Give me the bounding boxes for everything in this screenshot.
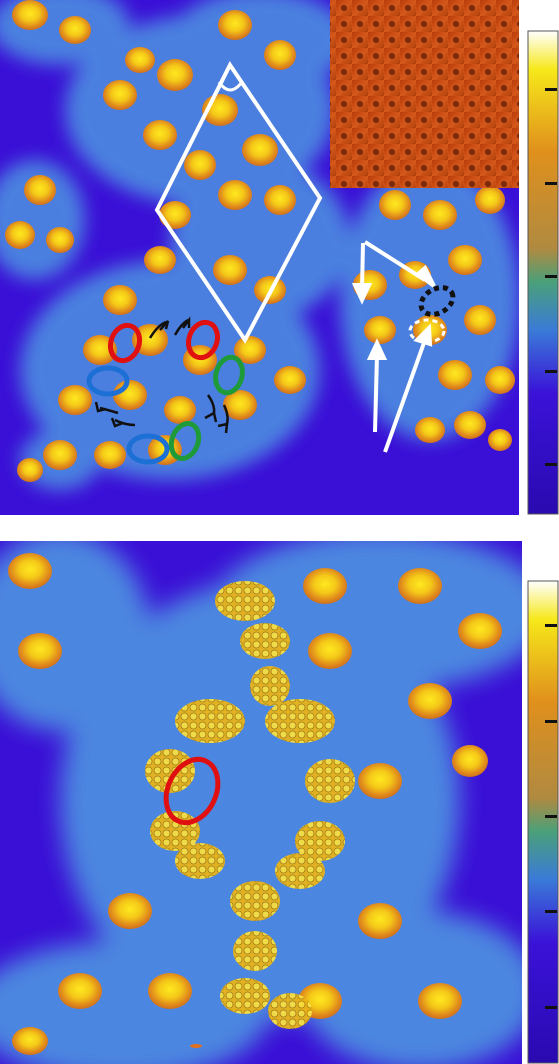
bottom-stm-panel xyxy=(0,541,522,1064)
molecular-model-overlay xyxy=(145,581,355,1029)
bottom-stm-image xyxy=(0,541,522,1064)
top-colorbar-graphic xyxy=(527,30,559,515)
inset-image xyxy=(330,0,519,188)
ring-ellipses xyxy=(86,319,245,465)
tiny-mark xyxy=(190,1044,202,1048)
top-stm-panel xyxy=(0,0,519,515)
colorbar-ticks xyxy=(545,624,557,1009)
blue-ellipse xyxy=(126,433,170,465)
dashed-black-ellipse xyxy=(418,285,456,317)
bottom-colorbar xyxy=(527,580,559,1064)
top-stm-image xyxy=(0,0,519,515)
blue-ellipse xyxy=(86,365,130,397)
green-ellipse xyxy=(168,421,202,461)
curved-arrows xyxy=(94,316,229,434)
molecular-lobes xyxy=(8,553,502,1055)
green-ellipse xyxy=(213,354,245,396)
lattice-rhombus xyxy=(154,61,323,344)
top-colorbar xyxy=(527,30,559,515)
colorbar-ticks xyxy=(545,88,557,466)
dashed-white-ellipse xyxy=(408,318,446,344)
red-ellipse xyxy=(163,756,221,826)
angle-arc xyxy=(217,81,244,92)
bottom-colorbar-graphic xyxy=(527,580,559,1064)
molecular-halo-layer xyxy=(0,541,522,1064)
red-ellipse xyxy=(185,319,221,361)
red-ellipse xyxy=(107,322,143,364)
